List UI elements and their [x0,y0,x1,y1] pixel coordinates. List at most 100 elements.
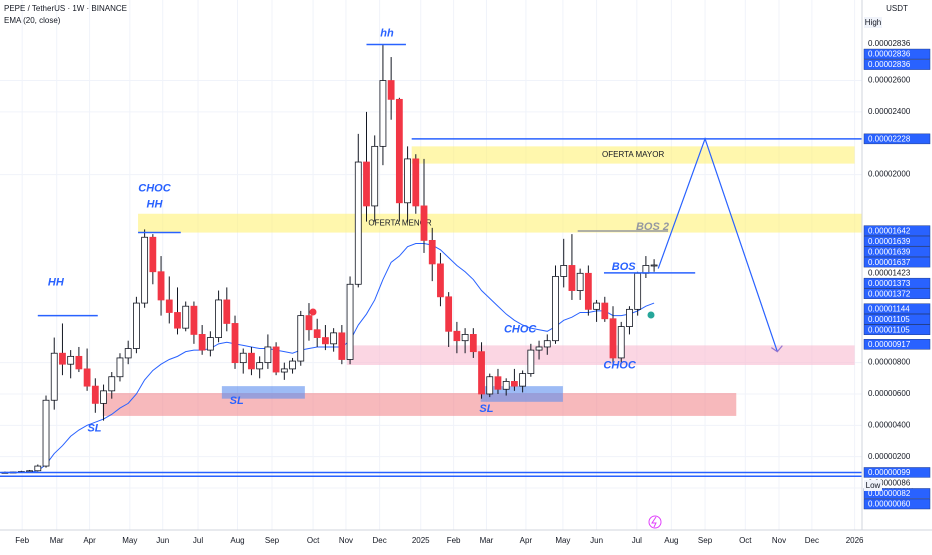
candle-body [149,236,157,273]
x-tick-label: Jun [590,536,603,545]
x-tick-label: Jul [632,536,642,545]
annotation: CHOC [504,324,537,336]
x-tick-label: Sep [265,536,280,545]
zone [221,386,305,399]
candle-body [297,315,305,362]
candle-body [322,337,329,345]
zone-label: OFERTA MAYOR [602,150,664,159]
price-label: 0.00001373 [868,279,911,288]
candle-body [190,305,198,335]
annotation: SL [230,395,244,407]
candle-body [83,368,91,387]
low-label: Low [866,481,881,490]
candle-body [387,80,395,100]
candle-body [206,337,214,351]
price-label-box [863,59,931,70]
event-icon[interactable] [648,515,662,529]
candle-body [223,299,231,324]
x-tick-label: Aug [664,536,678,545]
candle-body [313,329,321,338]
price-label-box [863,277,931,289]
high-label: High [865,18,881,27]
price-label-box [863,235,931,247]
x-tick-label: Mar [50,536,64,545]
annotation: hh [380,27,394,39]
plot-area: OFERTA MAYOR OFERTA MENOR HH CHOC HH hh SL SL SL… [0,0,932,530]
y-tick-label: 0.00002000 [868,170,911,179]
candle-body [280,368,288,373]
candle-body [330,332,338,345]
ema-line [4,243,655,473]
candle-body [527,349,535,375]
y-tick-label: 0.00002400 [868,107,911,116]
candle-body [395,98,403,204]
low-badge [864,480,882,491]
y-tick-label: 0.00000400 [868,420,911,429]
candle-body [67,355,75,365]
candle-body [239,352,247,364]
x-tick-label: Nov [772,536,786,545]
annotation: CHOC [603,360,636,372]
price-label-box [863,48,931,60]
price-label: 0.00000086 [868,479,911,488]
price-label-box [863,324,931,335]
candle-body [552,276,559,342]
price-label-box [863,467,931,478]
price-label: 0.00000099 [868,468,911,477]
price-label-box [863,133,931,145]
annotation: SL [87,422,101,434]
signal-dot [647,311,655,319]
price-label: 0.00001144 [868,304,910,313]
candle-body [174,312,181,329]
candle-body [371,145,379,207]
candle-body [478,351,485,395]
candle-body [535,346,543,351]
price-label: 0.00002836 [868,60,911,69]
candle-body [141,236,149,304]
x-tick-label: Mar [480,536,494,545]
candle-body [412,158,420,207]
x-tick-label: Dec [805,536,819,545]
candle-body [231,323,239,364]
x-tick-label: Feb [447,536,461,545]
price-label: 0.00001639 [868,237,911,246]
price-label-box [863,498,931,510]
candle-body [626,308,633,327]
candle-body [248,352,255,370]
x-tick-label: Jun [156,536,169,545]
price-label: 0.00001639 [868,247,911,256]
candle-body [593,302,600,310]
price-label: 0.00002836 [868,50,911,59]
price-label-box [863,225,931,236]
price-label-box [863,38,931,49]
price-label: 0.00001637 [868,258,911,267]
candle-body [379,80,387,147]
y-tick-label: 0.00000600 [868,389,911,398]
annotation: HH [48,277,65,289]
candle-body [50,352,58,401]
candle-body [26,470,33,473]
price-label: 0.00001372 [868,289,911,298]
candle-body [75,355,83,370]
price-label-box [863,256,931,268]
zone [346,345,855,365]
candle-body [256,362,264,370]
candle-body [568,265,576,291]
candle-body [445,296,453,332]
price-label-box [863,488,931,499]
axes: 0.00002600 0.00002400 0.00002000 0.00000800… [15,38,931,545]
candle-body [116,357,124,378]
x-tick-label: Feb [15,536,29,545]
candle-body [404,158,411,204]
zone [138,213,862,233]
candle-body [157,271,165,301]
currency: USDT [886,4,908,13]
candle-body [453,330,461,342]
candle-body [346,283,354,360]
x-tick-label: Apr [83,536,96,545]
price-label: 0.00001642 [868,226,911,235]
candle-body [182,305,190,329]
candle-body [42,399,50,467]
